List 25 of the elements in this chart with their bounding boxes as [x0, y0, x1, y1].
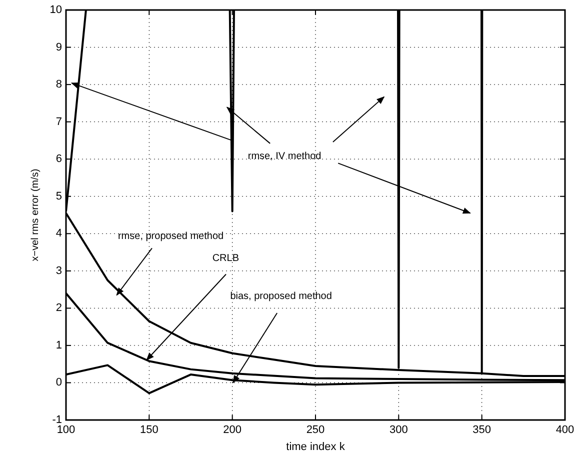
x-tick-label: 150	[140, 424, 158, 436]
y-tick-label: 4	[56, 228, 62, 240]
x-tick-label: 350	[472, 424, 492, 436]
annotation: rmse, proposed method	[118, 231, 224, 242]
y-tick-label: 1	[56, 339, 62, 352]
y-tick-label: 6	[56, 153, 62, 166]
annotation: rmse, IV method	[248, 151, 322, 162]
y-tick-label: 7	[56, 116, 62, 128]
x-tick-label: 200	[223, 424, 242, 436]
x-tick-label: 100	[56, 424, 76, 436]
x-tick-label: 300	[389, 424, 408, 436]
annotation: bias, proposed method	[230, 291, 332, 302]
y-tick-label: 2	[56, 302, 62, 314]
y-tick-label: 5	[56, 190, 62, 202]
y-tick-label: 0	[56, 376, 62, 389]
x-tick-label: 400	[556, 424, 574, 436]
y-tick-label: 9	[56, 41, 62, 54]
x-tick-label: 250	[306, 424, 325, 436]
annotation: CRLB	[212, 253, 240, 264]
y-tick-label: 10	[50, 4, 62, 16]
y-tick-label: 8	[56, 78, 62, 91]
y-tick-label: -1	[52, 414, 62, 426]
y-axis-title: x−vel rms error (m/s)	[30, 168, 41, 262]
x-axis-title: time index k	[286, 441, 346, 453]
y-tick-label: 3	[56, 264, 62, 277]
